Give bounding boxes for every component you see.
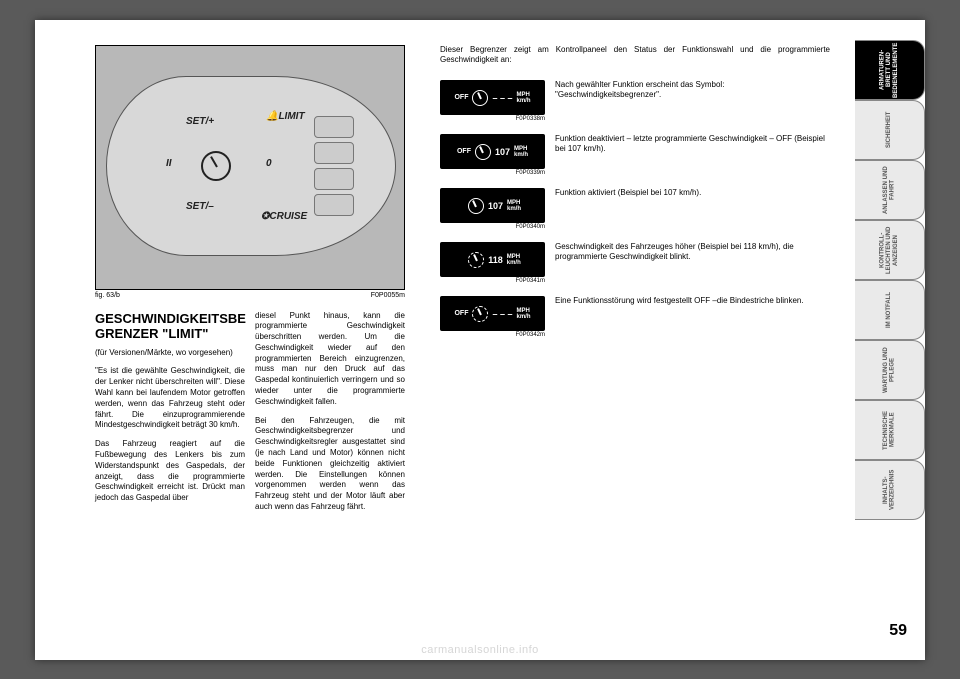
side-tab[interactable]: WARTUNG UND PFLEGE — [855, 340, 925, 400]
display-box: OFF – – – MPHkm/h F0P0342m — [440, 296, 545, 338]
figure-caption: fig. 63/b F0P0055m — [95, 292, 405, 299]
text-column-2: diesel Punkt hinaus, kann die programmie… — [255, 311, 415, 521]
display-screen: OFF 107 MPHkm/h — [440, 134, 545, 169]
display-code: F0P0338m — [440, 116, 545, 122]
speed-limiter-icon — [472, 306, 488, 322]
display-box: 118 MPHkm/h F0P0341m — [440, 242, 545, 284]
display-code: F0P0341m — [440, 278, 545, 284]
display-off-label: OFF — [457, 148, 471, 155]
body-paragraph: "Es ist die gewählte Geschwindigkeit, di… — [95, 366, 245, 431]
display-screen: OFF – – – MPHkm/h — [440, 296, 545, 331]
display-code: F0P0342m — [440, 332, 545, 338]
display-row: OFF 107 MPHkm/h F0P0339m Funktion deaktivier… — [440, 134, 830, 176]
side-tab[interactable]: SICHERHEIT — [855, 100, 925, 160]
side-tab[interactable]: ANLASSEN UND FAHRT — [855, 160, 925, 220]
display-description: Eine Funktionsstörung wird festgestellt … — [545, 296, 830, 306]
fig-button — [314, 116, 354, 138]
fig-label-set-minus: SET/– — [186, 201, 214, 212]
fig-button — [314, 142, 354, 164]
display-box: OFF – – – MPHkm/h F0P0338m — [440, 80, 545, 122]
fig-caption-right: F0P0055m — [371, 292, 405, 299]
body-paragraph: Das Fahrzeug reagiert auf die Fußbewegun… — [95, 439, 245, 504]
figure-cruise-control: SET/+ SET/– 🔔LIMIT ✪CRUISE II 0 — [95, 45, 405, 290]
fig-gauge-icon — [201, 151, 231, 181]
display-screen: 107 MPHkm/h — [440, 188, 545, 223]
speed-limiter-icon — [468, 198, 484, 214]
display-units: MPHkm/h — [517, 92, 531, 104]
display-screen: 118 MPHkm/h — [440, 242, 545, 277]
side-tab[interactable]: KONTROLL- LEUCHTEN UND ANZEIGEN — [855, 220, 925, 280]
fig-label-pause: II — [166, 158, 172, 169]
display-screen: OFF – – – MPHkm/h — [440, 80, 545, 115]
side-tab[interactable]: ARMATUREN- BRETT UND BEDIENELEMENTE — [855, 40, 925, 100]
display-units: MPHkm/h — [507, 200, 521, 212]
right-column: Dieser Begrenzer zeigt am Kontrollpaneel… — [440, 45, 830, 351]
display-value: – – – — [492, 93, 512, 103]
display-row: 107 MPHkm/h F0P0340m Funktion aktiviert (Be… — [440, 188, 830, 230]
side-tab[interactable]: IM NOTFALL — [855, 280, 925, 340]
speed-limiter-icon — [475, 144, 491, 160]
side-tab[interactable]: TECHNISCHE MERKMALE — [855, 400, 925, 460]
display-off-label: OFF — [454, 94, 468, 101]
page-content: SET/+ SET/– 🔔LIMIT ✪CRUISE II 0 fig. — [95, 45, 830, 645]
display-row: OFF – – – MPHkm/h F0P0338m Nach gewählter Fu… — [440, 80, 830, 122]
display-value: – – – — [492, 309, 512, 319]
side-tabs: ARMATUREN- BRETT UND BEDIENELEMENTESICHE… — [855, 40, 925, 520]
display-code: F0P0339m — [440, 170, 545, 176]
text-column-1: GESCHWINDIGKEITSBE GRENZER "LIMIT" (für … — [95, 311, 255, 521]
display-description: Nach gewählter Funktion erscheint das Sy… — [545, 80, 830, 101]
section-subheading: (für Versionen/Märkte, wo vorgesehen) — [95, 348, 245, 359]
watermark: carmanualsonline.info — [421, 644, 539, 656]
speed-limiter-icon — [468, 252, 484, 268]
speed-limiter-icon — [472, 90, 488, 106]
display-value: 107 — [495, 147, 510, 157]
section-heading: GESCHWINDIGKEITSBE GRENZER "LIMIT" — [95, 311, 245, 342]
side-tab[interactable]: INHALTS- VERZEICHNIS — [855, 460, 925, 520]
display-code: F0P0340m — [440, 224, 545, 230]
fig-label-set-plus: SET/+ — [186, 116, 214, 127]
display-description: Geschwindigkeit des Fahrzeuges höher (Be… — [545, 242, 830, 263]
display-description: Funktion deaktiviert – letzte programmie… — [545, 134, 830, 155]
fig-label-zero: 0 — [266, 158, 272, 169]
display-box: 107 MPHkm/h F0P0340m — [440, 188, 545, 230]
figure-column: SET/+ SET/– 🔔LIMIT ✪CRUISE II 0 fig. — [95, 45, 415, 299]
manual-page: SET/+ SET/– 🔔LIMIT ✪CRUISE II 0 fig. — [35, 20, 925, 660]
display-value: 107 — [488, 201, 503, 211]
fig-button — [314, 168, 354, 190]
display-box: OFF 107 MPHkm/h F0P0339m — [440, 134, 545, 176]
display-description: Funktion aktiviert (Beispiel bei 107 km/… — [545, 188, 830, 198]
fig-button — [314, 194, 354, 216]
row-figure: SET/+ SET/– 🔔LIMIT ✪CRUISE II 0 fig. — [95, 45, 830, 299]
fig-caption-left: fig. 63/b — [95, 292, 120, 299]
right-intro-text: Dieser Begrenzer zeigt am Kontrollpaneel… — [440, 45, 830, 67]
body-paragraph: diesel Punkt hinaus, kann die programmie… — [255, 311, 405, 408]
display-rows-container: OFF – – – MPHkm/h F0P0338m Nach gewählter Fu… — [440, 80, 830, 338]
display-units: MPHkm/h — [517, 308, 531, 320]
display-value: 118 — [488, 255, 503, 265]
body-paragraph: Bei den Fahrzeugen, die mit Geschwindigk… — [255, 416, 405, 513]
page-number: 59 — [889, 622, 907, 640]
fig-label-limit: 🔔LIMIT — [266, 111, 305, 122]
display-units: MPHkm/h — [507, 254, 521, 266]
display-units: MPHkm/h — [514, 146, 528, 158]
fig-button-stack — [314, 116, 354, 220]
fig-label-cruise: ✪CRUISE — [261, 211, 307, 222]
display-off-label: OFF — [454, 310, 468, 317]
display-row: 118 MPHkm/h F0P0341m Geschwindigkeit des Fa… — [440, 242, 830, 284]
display-row: OFF – – – MPHkm/h F0P0342m Eine Funktionsstö… — [440, 296, 830, 338]
